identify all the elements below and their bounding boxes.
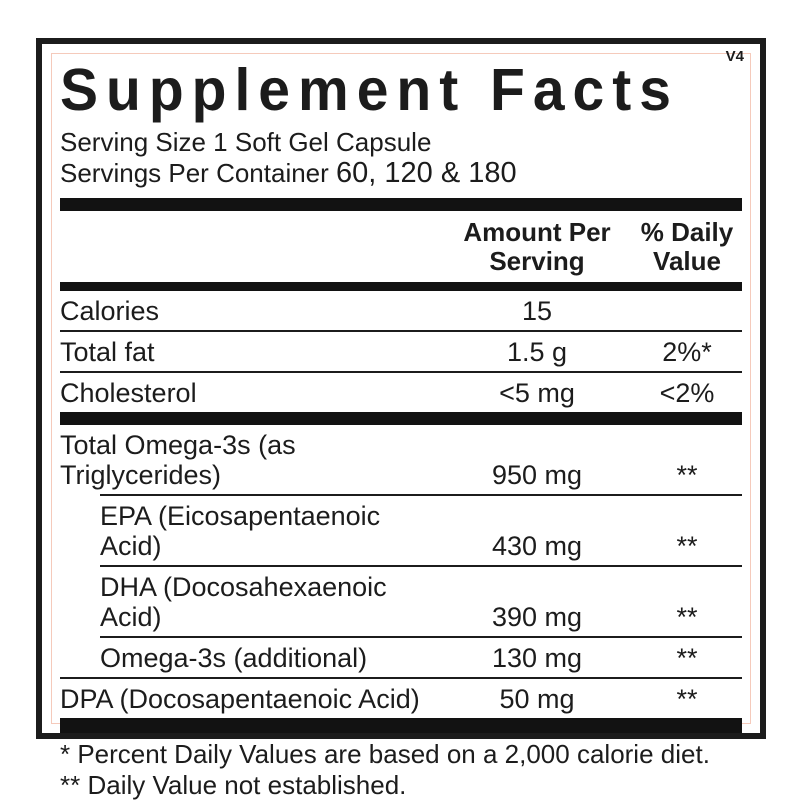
table-row-cholesterol: Cholesterol <5 mg <2% bbox=[60, 378, 715, 408]
column-header-row: Amount Per Serving % Daily Value bbox=[60, 211, 742, 282]
version-tag: V4 bbox=[725, 48, 744, 65]
amount-per-serving-header: Amount Per Serving bbox=[463, 217, 611, 276]
footnote-not-established: ** Daily Value not established. bbox=[60, 770, 407, 800]
daily-value-header: % Daily Value bbox=[640, 217, 734, 276]
table-row-omega3-additional: Omega-3s (additional) 130 mg ** bbox=[100, 643, 698, 673]
section-bar bbox=[60, 412, 742, 425]
table-row-total-fat: Total fat 1.5 g 2%* bbox=[60, 337, 712, 367]
row-divider bbox=[60, 677, 742, 679]
servings-per-container-label: Servings Per Container bbox=[60, 158, 337, 188]
table-row-epa: EPA (Eicosapentaenoic Acid) 430 mg ** bbox=[100, 501, 698, 561]
table-row-calories: Calories 15 bbox=[60, 296, 553, 326]
row-divider bbox=[60, 371, 742, 373]
section-bar bbox=[60, 718, 742, 733]
row-divider bbox=[100, 636, 742, 638]
servings-per-container-line: Servings Per Container 60, 120 & 180 bbox=[60, 158, 742, 189]
supplement-facts-label: V4 Supplement Facts Serving Size 1 Soft … bbox=[36, 38, 766, 800]
servings-per-container-value: 60, 120 & 180 bbox=[336, 157, 517, 189]
table-row-dha: DHA (Docosahexaenoic Acid) 390 mg ** bbox=[100, 572, 698, 632]
row-divider bbox=[100, 494, 742, 496]
serving-size-line: Serving Size 1 Soft Gel Capsule bbox=[60, 127, 432, 157]
table-row-total-omega3: Total Omega-3s (as Triglycerides) 950 mg… bbox=[60, 430, 698, 490]
table-row-dpa: DPA (Docosapentaenoic Acid) 50 mg ** bbox=[60, 684, 698, 714]
label-title: Supplement Facts bbox=[60, 56, 679, 124]
section-bar bbox=[60, 282, 742, 291]
row-divider bbox=[100, 565, 742, 567]
footnote-daily-values: * Percent Daily Values are based on a 2,… bbox=[60, 739, 710, 769]
section-bar bbox=[60, 198, 742, 211]
label-inner-frame: V4 Supplement Facts Serving Size 1 Soft … bbox=[51, 48, 751, 800]
row-divider bbox=[60, 330, 742, 332]
footnotes: * Percent Daily Values are based on a 2,… bbox=[60, 733, 742, 801]
